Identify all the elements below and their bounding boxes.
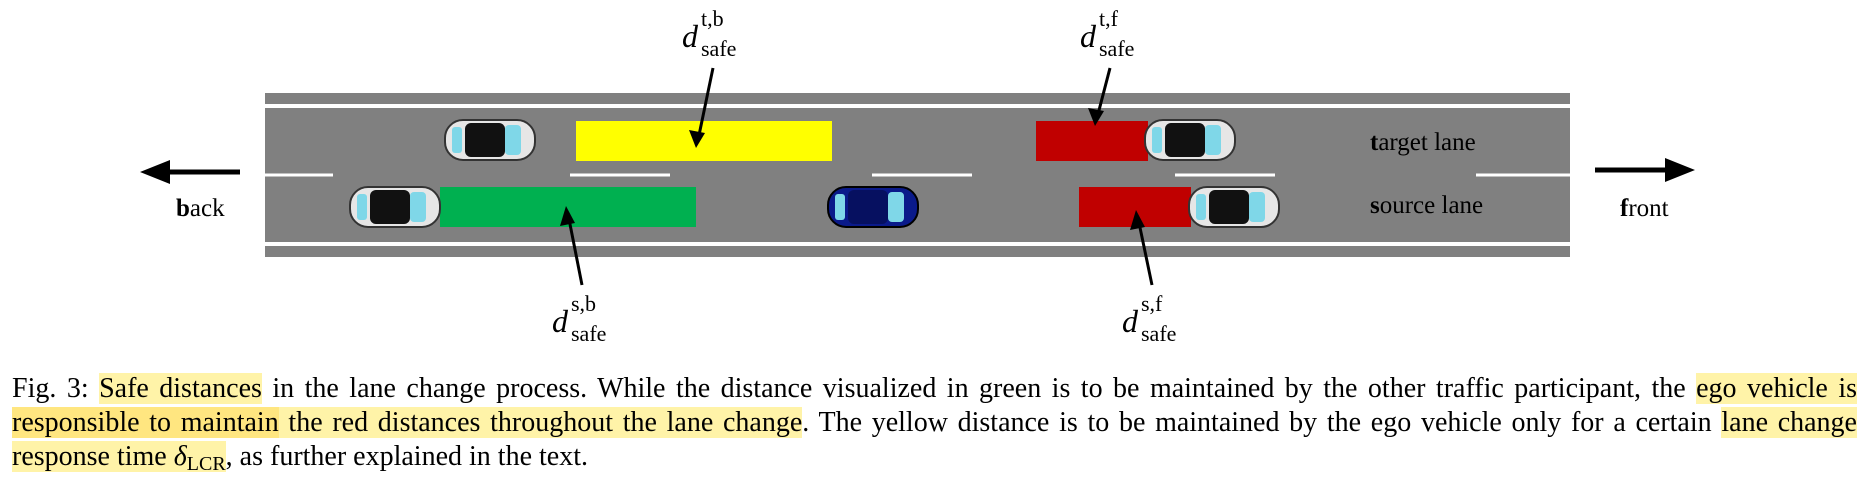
highlight-ego-vehicle: ego vehicle is [1696, 373, 1857, 404]
source-lane-label: source lane [1370, 192, 1484, 219]
back-label: back [176, 195, 225, 222]
car-source-back [349, 186, 441, 228]
front-label: front [1620, 195, 1669, 222]
lane-change-figure: target lane source lane back front d t,b… [140, 6, 1695, 346]
caption-text-1: in the lane change process. While the di… [261, 373, 1697, 404]
caption-text-2: . The yellow distance is to be maintaine… [802, 407, 1722, 438]
front-arrow [1595, 158, 1695, 182]
highlight-safe-distances: Safe distances [99, 373, 262, 404]
highlight-responsible: responsible to maintain [12, 407, 279, 438]
pointer-sb [560, 206, 584, 286]
caption-prefix: Fig. 3: [12, 373, 100, 404]
car-ego [827, 186, 919, 228]
label-d-safe-tf: d t,f safe [1080, 6, 1135, 61]
label-d-safe-sb: d s,b safe [552, 291, 607, 346]
target-back-safe-zone [576, 121, 832, 161]
label-d-safe-tb: d t,b safe [682, 6, 737, 61]
figure-caption: Fig. 3: Safe distances in the lane chang… [12, 372, 1857, 481]
car-target-front [1144, 119, 1236, 161]
target-lane-label: target lane [1370, 129, 1476, 156]
car-target-back [444, 119, 536, 161]
caption-text-3: , as further explained in the text. [225, 441, 588, 472]
pointer-sf [1130, 210, 1154, 286]
lane-change-diagram [140, 67, 1695, 286]
car-source-front [1188, 186, 1280, 228]
highlight-red-distances: the red distances throughout the lane ch… [278, 407, 803, 438]
back-arrow [140, 160, 240, 184]
pointer-tb [689, 67, 715, 148]
label-d-safe-sf: d s,f safe [1122, 291, 1177, 346]
pointer-tf [1088, 67, 1112, 126]
target-front-safe-zone [1036, 121, 1148, 161]
